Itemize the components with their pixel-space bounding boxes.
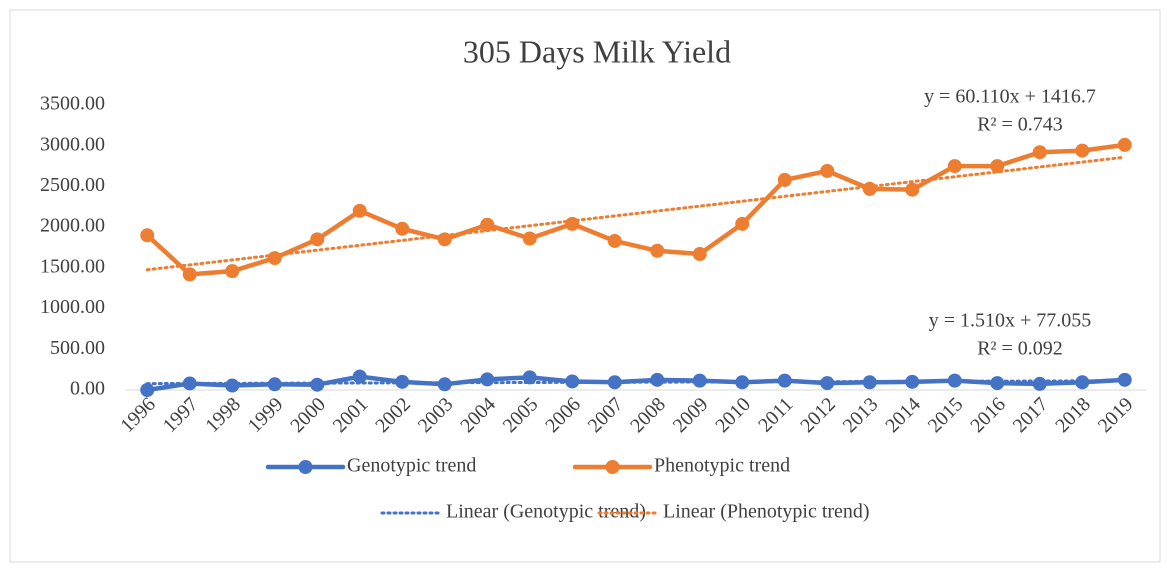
point [565, 374, 580, 389]
point [650, 372, 665, 387]
y-tick-label: 3000.00 [40, 133, 105, 155]
y-tick-label: 3500.00 [40, 93, 105, 115]
point [225, 378, 240, 393]
point [395, 374, 410, 389]
point [735, 216, 750, 231]
point [1117, 137, 1132, 152]
point [1032, 376, 1047, 391]
legend-label: Linear (Genotypic trend) [446, 501, 646, 523]
trend-annotation: R² = 0.743 [977, 114, 1063, 136]
trend-annotation: y = 60.110x + 1416.7 [924, 86, 1096, 108]
trend-line [145, 155, 1127, 272]
point [777, 373, 792, 388]
series-line [145, 374, 1127, 393]
y-tick-label: 2500.00 [40, 174, 105, 196]
point [140, 383, 155, 397]
legend-marker [298, 460, 313, 474]
point [607, 233, 622, 248]
point [862, 375, 877, 390]
point [522, 370, 537, 385]
point [437, 377, 452, 392]
point [182, 267, 197, 282]
point [310, 232, 325, 247]
y-tick-label: 0.00 [70, 378, 105, 400]
point [352, 369, 367, 384]
point [692, 373, 707, 388]
point [990, 376, 1005, 391]
point [1075, 375, 1090, 390]
point [990, 159, 1005, 174]
point [1032, 145, 1047, 160]
point [395, 221, 410, 236]
legend-label: Phenotypic trend [654, 455, 790, 477]
point [1117, 372, 1132, 387]
point [225, 264, 240, 279]
point [735, 375, 750, 390]
point [692, 247, 707, 262]
point [310, 377, 325, 392]
y-tick-label: 2000.00 [40, 215, 105, 237]
point [947, 159, 962, 174]
series-line [145, 142, 1127, 277]
point [777, 172, 792, 187]
point [267, 251, 282, 266]
point [267, 377, 282, 392]
point [650, 243, 665, 258]
chart-frame [9, 9, 1161, 563]
point [480, 217, 495, 232]
y-tick-label: 1500.00 [40, 255, 105, 277]
legend-label: Genotypic trend [347, 455, 476, 477]
trend-annotation: y = 1.510x + 77.055 [929, 310, 1092, 332]
legend-marker [605, 460, 620, 474]
point [1075, 143, 1090, 158]
point [140, 228, 155, 243]
point [820, 376, 835, 391]
point [905, 374, 920, 389]
legend-label: Linear (Phenotypic trend) [663, 501, 870, 523]
point [522, 231, 537, 246]
point [905, 182, 920, 197]
point [947, 373, 962, 388]
point [480, 372, 495, 387]
y-tick-label: 1000.00 [40, 296, 105, 318]
point [607, 375, 622, 390]
point [820, 163, 835, 178]
trend-annotation: R² = 0.092 [977, 338, 1063, 360]
point [437, 232, 452, 247]
point [565, 216, 580, 231]
point [862, 181, 877, 196]
chart-title: 305 Days Milk Yield [463, 33, 731, 69]
y-tick-label: 500.00 [50, 337, 105, 359]
point [352, 203, 367, 218]
point [182, 376, 197, 391]
